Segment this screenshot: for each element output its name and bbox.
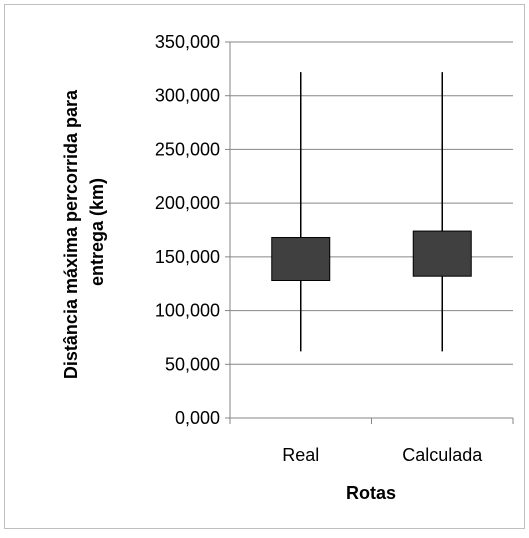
y-tick-label: 350,000 (155, 32, 220, 52)
axes (225, 41, 514, 424)
box-calculada (412, 230, 472, 277)
box-real (271, 237, 331, 281)
y-tick-label: 100,000 (155, 301, 220, 321)
y-axis-title: Distância máxima percorrida para entrega… (61, 85, 107, 379)
x-tick-label: Calculada (402, 445, 483, 465)
x-tick-label: Real (282, 445, 319, 465)
y-tick-label: 300,000 (155, 86, 220, 106)
boxes (271, 72, 472, 352)
y-tick-label: 0,000 (175, 408, 220, 428)
y-tick-label: 50,000 (165, 354, 220, 374)
y-tick-label: 250,000 (155, 139, 220, 159)
y-axis-title-line-1: Distância máxima percorrida para (61, 89, 81, 379)
gridlines (230, 41, 513, 365)
tick-labels: 0,000 50,000 100,000 150,000 200,000 250,000 3… (155, 32, 483, 465)
x-axis-title: Rotas (346, 483, 396, 503)
y-tick-label: 200,000 (155, 193, 220, 213)
y-axis-title-line-2: entrega (km) (87, 178, 107, 286)
y-tick-label: 150,000 (155, 247, 220, 267)
